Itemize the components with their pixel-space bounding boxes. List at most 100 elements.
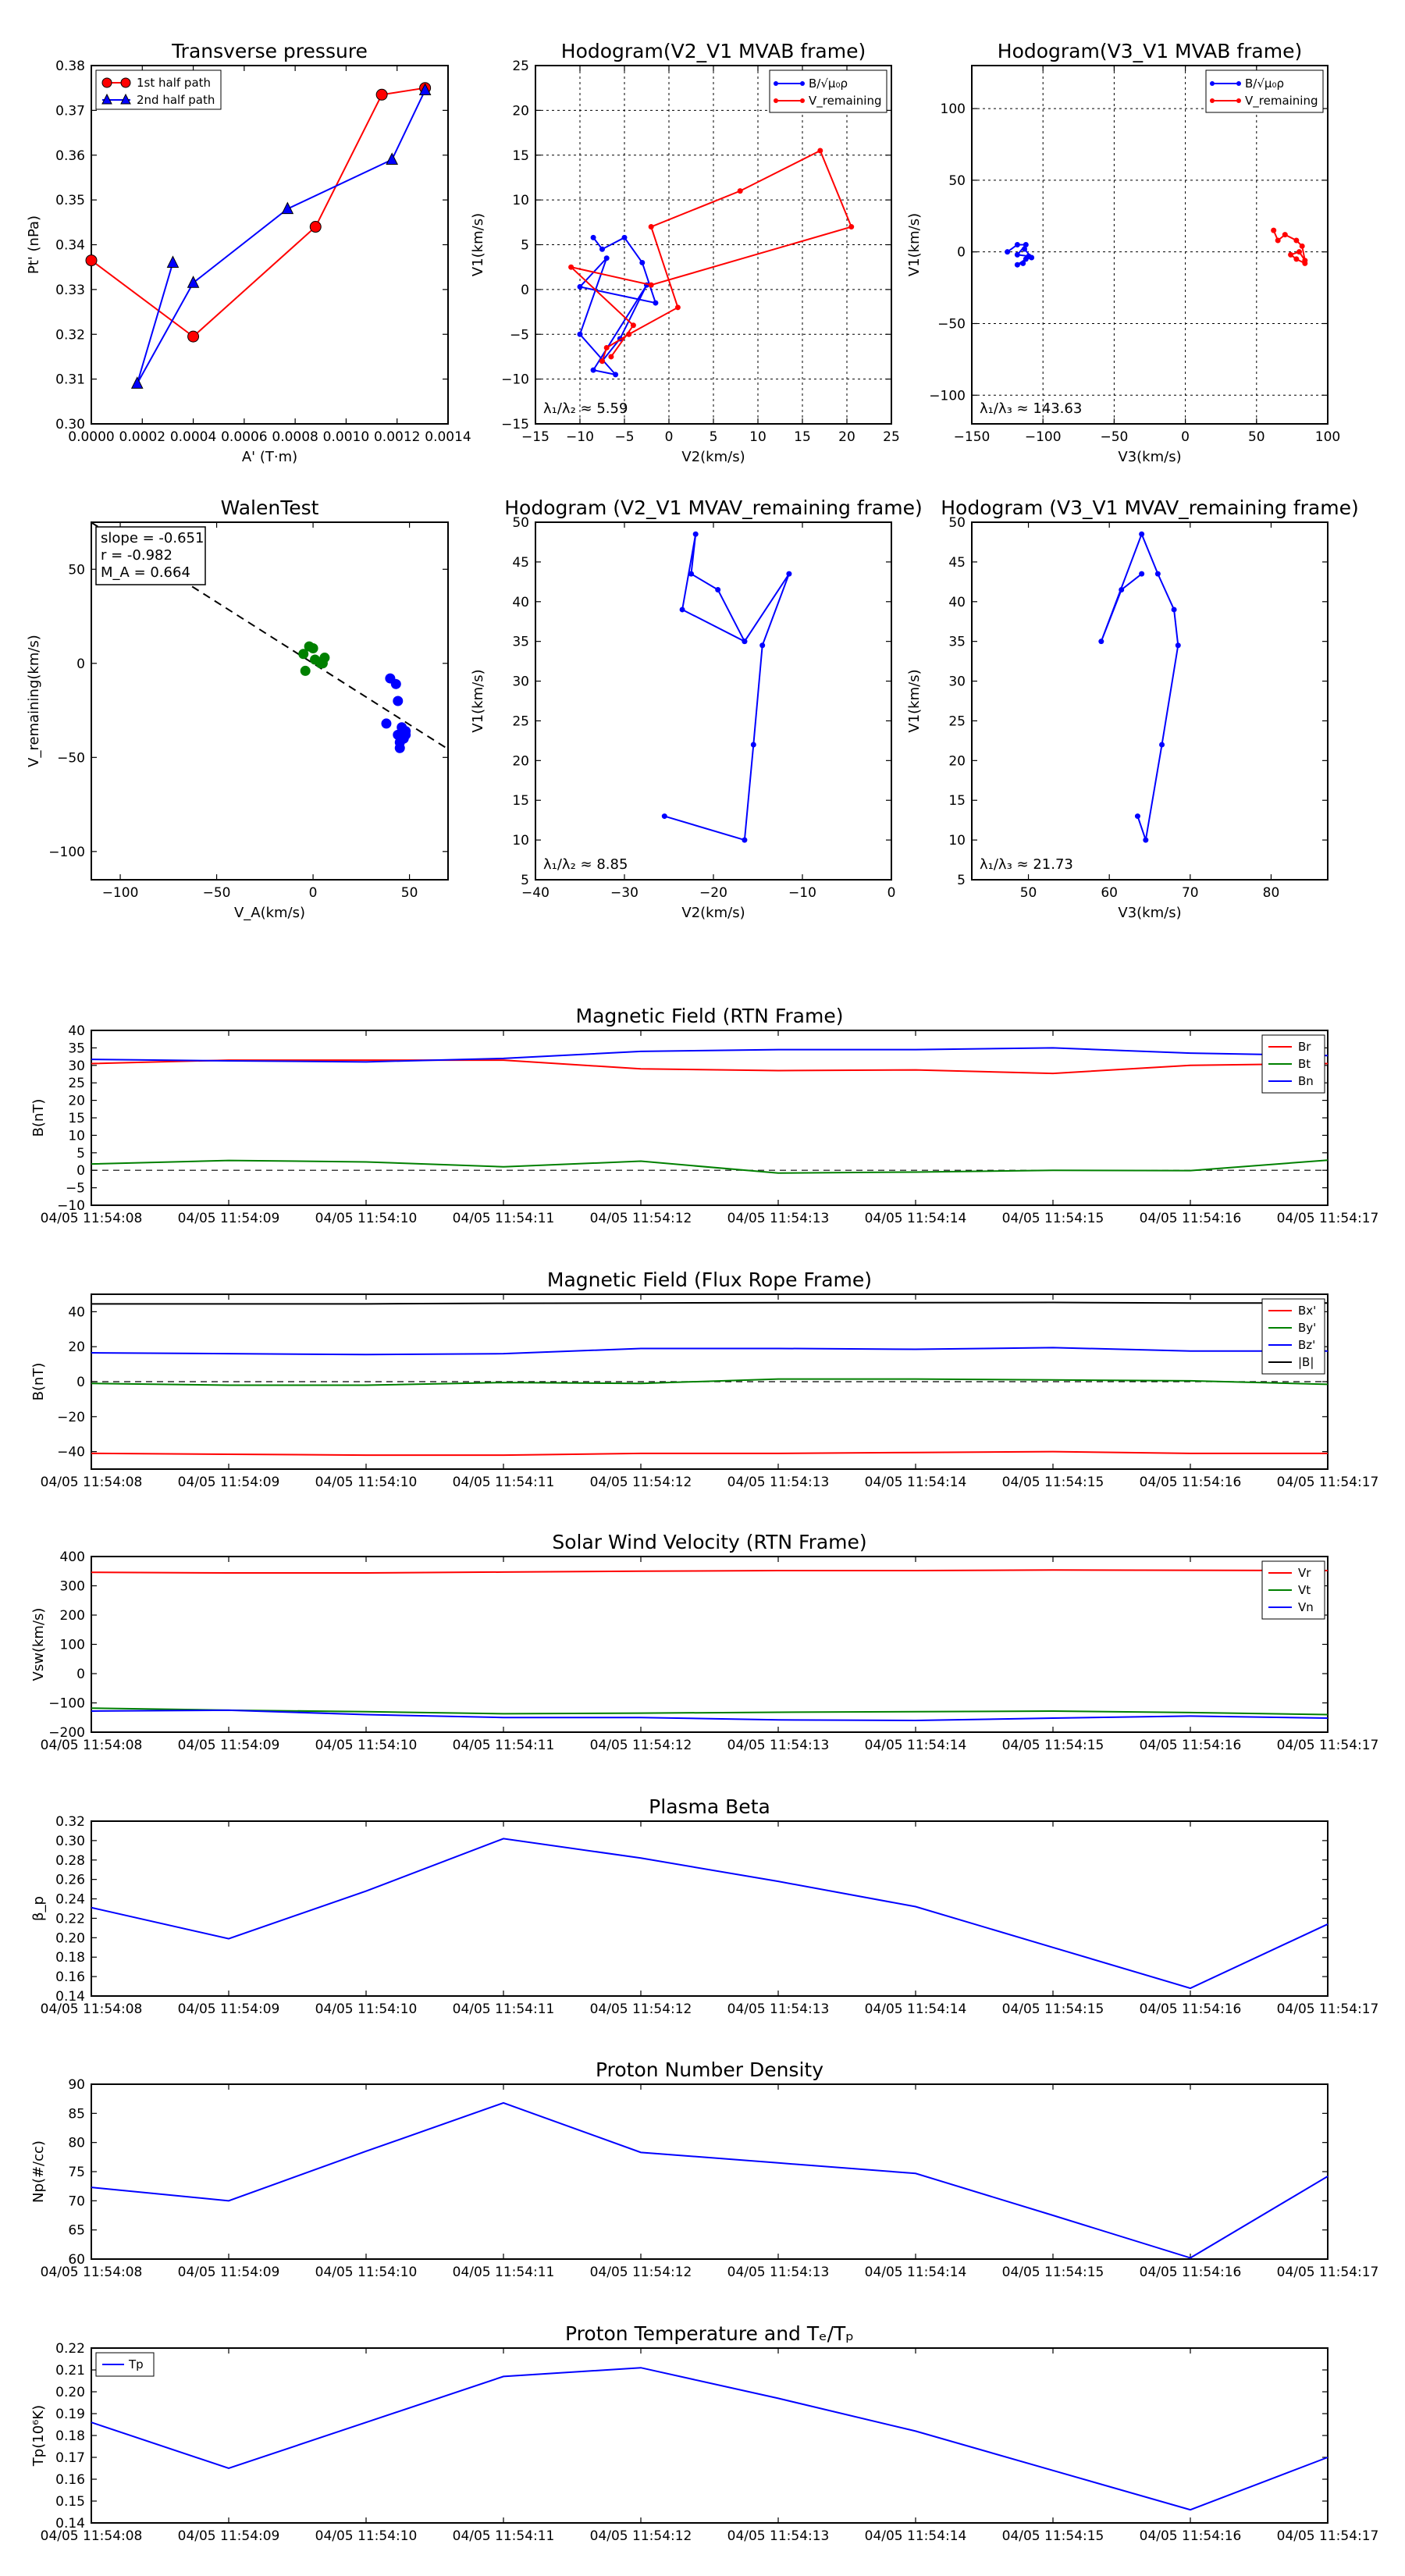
data-point [309,221,322,233]
series-line-1 [578,237,657,376]
x-tick-label: 04/05 11:54:17 [1277,2265,1379,2280]
y-tick-label: 0.37 [55,103,85,119]
data-point [1029,254,1035,261]
data-point [688,571,694,577]
x-tick-label: 04/05 11:54:10 [315,2528,418,2544]
x-tick-label: 0.0012 [374,429,420,445]
data-point [603,255,610,262]
x-tick-label: −10 [566,429,594,445]
data-point [1159,742,1165,748]
x-tick-label: 04/05 11:54:16 [1140,1475,1242,1490]
data-point [621,234,628,240]
y-tick-label: −100 [48,1696,85,1712]
y-tick-label: 0.16 [55,1969,85,1985]
x-tick-label: −5 [614,429,634,445]
y-axis-label: Pt' (nPa) [26,215,42,274]
data-point [648,282,654,288]
y-axis-label: V1(km/s) [906,213,923,276]
data-point [418,83,432,96]
data-point [817,148,823,154]
y-tick-label: −200 [48,1725,85,1741]
data-point [381,718,392,729]
x-tick-label: 04/05 11:54:13 [727,1211,830,1226]
series-line-2 [91,1159,1329,1174]
y-tick-label: 40 [512,595,529,610]
data-point [715,587,721,593]
y-tick-label: 0.35 [55,193,85,208]
chart-title: Proton Number Density [596,2058,823,2081]
x-tick-label: 04/05 11:54:08 [41,2528,143,2544]
series-line-1 [91,1838,1329,1990]
x-axis-label: V_A(km/s) [234,905,305,921]
y-tick-label: 300 [60,1579,85,1595]
series-line-2 [91,1378,1329,1386]
series-line-3 [91,1709,1329,1722]
x-tick-label: 04/05 11:54:14 [865,2265,967,2280]
y-tick-label: 50 [512,515,529,531]
y-tick-label: 15 [512,793,529,809]
data-point [1021,246,1027,252]
x-tick-label: 5 [710,429,718,445]
x-tick-label: 04/05 11:54:13 [727,2528,830,2544]
y-tick-label: −40 [57,1445,85,1461]
y-tick-label: 10 [948,833,966,849]
y-tick-label: 20 [512,103,529,119]
y-tick-label: 0.20 [55,1930,85,1946]
x-tick-label: 04/05 11:54:14 [865,1211,967,1226]
data-point [1139,531,1145,537]
y-tick-label: 20 [948,753,966,769]
x-tick-label: 04/05 11:54:12 [590,1738,692,1753]
y-tick-label: 15 [68,1111,85,1126]
legend-label: B/√μ₀ρ [1245,76,1284,91]
y-tick-label: 25 [512,59,529,74]
legend-marker [800,81,805,86]
y-tick-label: 60 [68,2252,85,2268]
y-tick-label: 0.22 [55,2341,85,2357]
chart-title: Proton Temperature and Tₑ/Tₚ [565,2322,854,2345]
legend-marker [1236,98,1241,103]
plot-frame [91,1030,1329,1206]
data-point [130,376,144,389]
x-tick-label: 04/05 11:54:08 [41,1475,143,1490]
x-tick-label: 04/05 11:54:09 [178,1475,280,1490]
y-tick-label: 30 [512,674,529,690]
legend-marker [774,81,778,86]
chart-title: Transverse pressure [171,40,368,62]
x-axis-label: V2(km/s) [681,905,745,921]
data-point [393,696,404,706]
y-tick-label: 200 [60,1608,85,1624]
series-line-1 [91,1450,1328,1457]
x-tick-label: −30 [610,885,638,901]
data-point [1139,571,1145,577]
data-point [599,358,605,365]
x-tick-label: 04/05 11:54:12 [590,1211,692,1226]
y-tick-label: 25 [948,713,966,729]
y-axis-label: B(nT) [30,1099,47,1137]
y-tick-label: 0.18 [55,1950,85,1966]
y-tick-label: 0.33 [55,283,85,298]
y-tick-label: 40 [948,595,966,610]
bfield-chart: Magnetic Field (RTN Frame) 04/05 11:54:08… [30,1005,1378,1226]
x-tick-label: 04/05 11:54:15 [1002,1475,1104,1490]
y-tick-label: 90 [68,2077,85,2093]
x-tick-label: 04/05 11:54:14 [865,1738,967,1753]
y-tick-label: 0.21 [55,2363,85,2379]
x-tick-label: −100 [1025,429,1062,445]
y-tick-label: −100 [929,388,966,404]
x-tick-label: 50 [401,885,418,901]
x-tick-label: −40 [521,885,550,901]
x-tick-label: 04/05 11:54:13 [727,1475,830,1490]
data-point [577,331,583,337]
y-tick-label: 0.32 [55,1814,85,1830]
plot-frame [91,65,449,425]
chart-title: Solar Wind Velocity (RTN Frame) [552,1531,866,1553]
x-tick-label: 04/05 11:54:11 [453,2265,555,2280]
y-tick-label: −100 [48,845,85,860]
x-tick-label: 04/05 11:54:08 [41,1738,143,1753]
x-tick-label: 0 [887,885,896,901]
y-axis-label: V1(km/s) [470,213,486,276]
data-point [679,607,685,613]
stats-line: M_A = 0.664 [101,564,190,581]
legend-label: V_remaining [1245,94,1318,109]
x-tick-label: 04/05 11:54:10 [315,1475,418,1490]
